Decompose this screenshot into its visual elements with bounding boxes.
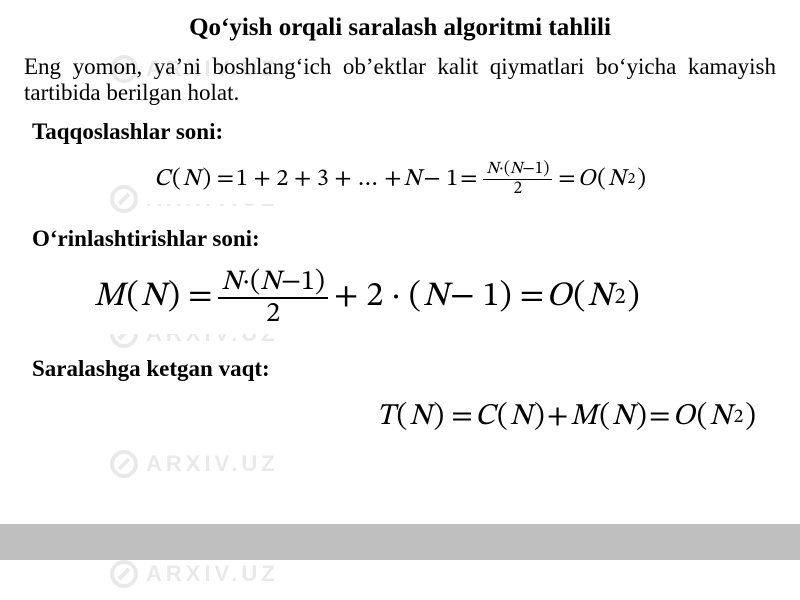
label-swaps: Oʻrinlashtirishlar soni:	[24, 226, 776, 252]
decorative-side-bar	[0, 524, 800, 560]
bigO: O	[578, 164, 596, 194]
fn-C: C	[154, 164, 170, 194]
formula-swaps: M(N) = N·(N−1) 2 + 2 · (N − 1) = O(N2)	[94, 268, 640, 328]
series-N: N	[404, 164, 422, 194]
formula-time-wrap: T(N) = C(N) + M(N) = O(N2)	[24, 388, 776, 456]
formula-swaps-wrap: M(N) = N·(N−1) 2 + 2 · (N − 1) = O(N2)	[24, 258, 776, 348]
frac-C: N·(N−1) 2	[483, 161, 552, 198]
arg-N: N	[183, 164, 201, 194]
formula-swaps-box: M(N) = N·(N−1) 2 + 2 · (N − 1) = O(N2)	[84, 262, 650, 334]
formula-time-box: T(N) = C(N) + M(N) = O(N2)	[366, 392, 766, 442]
series-minus1: − 1	[423, 164, 458, 194]
formula-time: T(N) = C(N) + M(N) = O(N2)	[376, 398, 756, 436]
watermark: ARXIV.UZ	[110, 560, 279, 588]
fn-M: M	[94, 276, 124, 319]
page-title: Qoʻyish orqali saralash algoritmi tahlil…	[24, 14, 776, 42]
watermark-text: ARXIV.UZ	[146, 561, 279, 587]
label-time: Saralashga ketgan vaqt:	[24, 356, 776, 382]
frac-M: N·(N−1) 2	[218, 268, 328, 328]
formula-comparisons: C(N) = 1 + 2 + 3 + … + N − 1 = N·(N−1) 2…	[154, 161, 646, 198]
series: 1 + 2 + 3 + … +	[236, 164, 402, 194]
watermark-icon	[110, 560, 138, 588]
slide-content: Qoʻyish orqali saralash algoritmi tahlil…	[0, 0, 800, 470]
fn-T: T	[376, 398, 394, 436]
formula-comparisons-wrap: C(N) = 1 + 2 + 3 + … + N − 1 = N·(N−1) 2…	[24, 151, 776, 218]
formula-comparisons-box: C(N) = 1 + 2 + 3 + … + N − 1 = N·(N−1) 2…	[144, 155, 656, 204]
label-comparisons: Taqqoslashlar soni:	[24, 119, 776, 145]
intro-text: Eng yomon, yaʼni boshlangʻich obʼektlar …	[24, 54, 776, 107]
